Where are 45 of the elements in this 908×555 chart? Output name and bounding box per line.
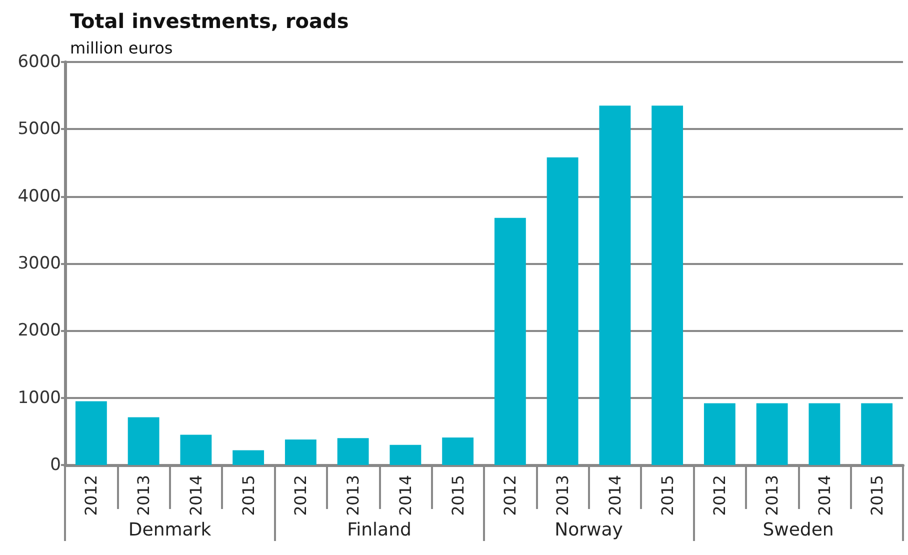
text: Sweden	[762, 520, 834, 540]
bar	[808, 403, 840, 465]
x-tick-label: 2013	[553, 475, 572, 516]
bar	[652, 106, 684, 465]
x-tick-label: 2012	[291, 475, 310, 516]
text: Denmark	[128, 520, 212, 540]
bar	[390, 444, 422, 465]
y-tick-label: 6000	[18, 52, 61, 72]
x-tick-label: 2012	[82, 475, 101, 516]
bar	[494, 218, 526, 465]
y-axis-title: million euros	[70, 38, 173, 58]
bar	[756, 403, 788, 465]
x-tick-label: 2015	[448, 475, 468, 516]
x-tick-label: 2014	[186, 475, 206, 516]
x-tick-label: 2013	[344, 475, 363, 516]
bar	[861, 403, 893, 465]
text: Norway	[554, 520, 624, 540]
y-tick-label: 0	[50, 455, 61, 475]
x-tick-label: 2013	[134, 475, 154, 516]
chart-title: Total investments, roads	[70, 9, 349, 33]
bar	[442, 437, 474, 465]
bar	[704, 403, 736, 465]
y-tick-label: 5000	[18, 119, 61, 140]
x-tick-label: 2013	[762, 475, 782, 516]
bar	[232, 450, 264, 465]
x-tick-label: 2015	[867, 475, 886, 516]
bar	[128, 417, 160, 465]
y-tick-label: 4000	[18, 186, 61, 206]
x-tick-label: 2014	[605, 475, 624, 516]
y-tick-label: 2000	[18, 320, 61, 341]
bar	[599, 106, 631, 465]
y-tick-label: 1000	[18, 388, 61, 408]
x-tick-label: 2012	[710, 475, 730, 516]
text: Finland	[347, 520, 412, 540]
x-tick-label: 2014	[814, 475, 834, 516]
x-tick-label: 2012	[500, 475, 520, 516]
x-tick-label: 2015	[238, 475, 258, 516]
x-tick-label: 2014	[396, 475, 415, 516]
bar	[284, 439, 316, 465]
bar	[180, 434, 212, 465]
bar	[546, 157, 578, 465]
x-tick-label: 2015	[658, 475, 677, 516]
bar	[337, 438, 369, 465]
bar	[75, 401, 107, 465]
y-tick-label: 3000	[18, 254, 61, 274]
